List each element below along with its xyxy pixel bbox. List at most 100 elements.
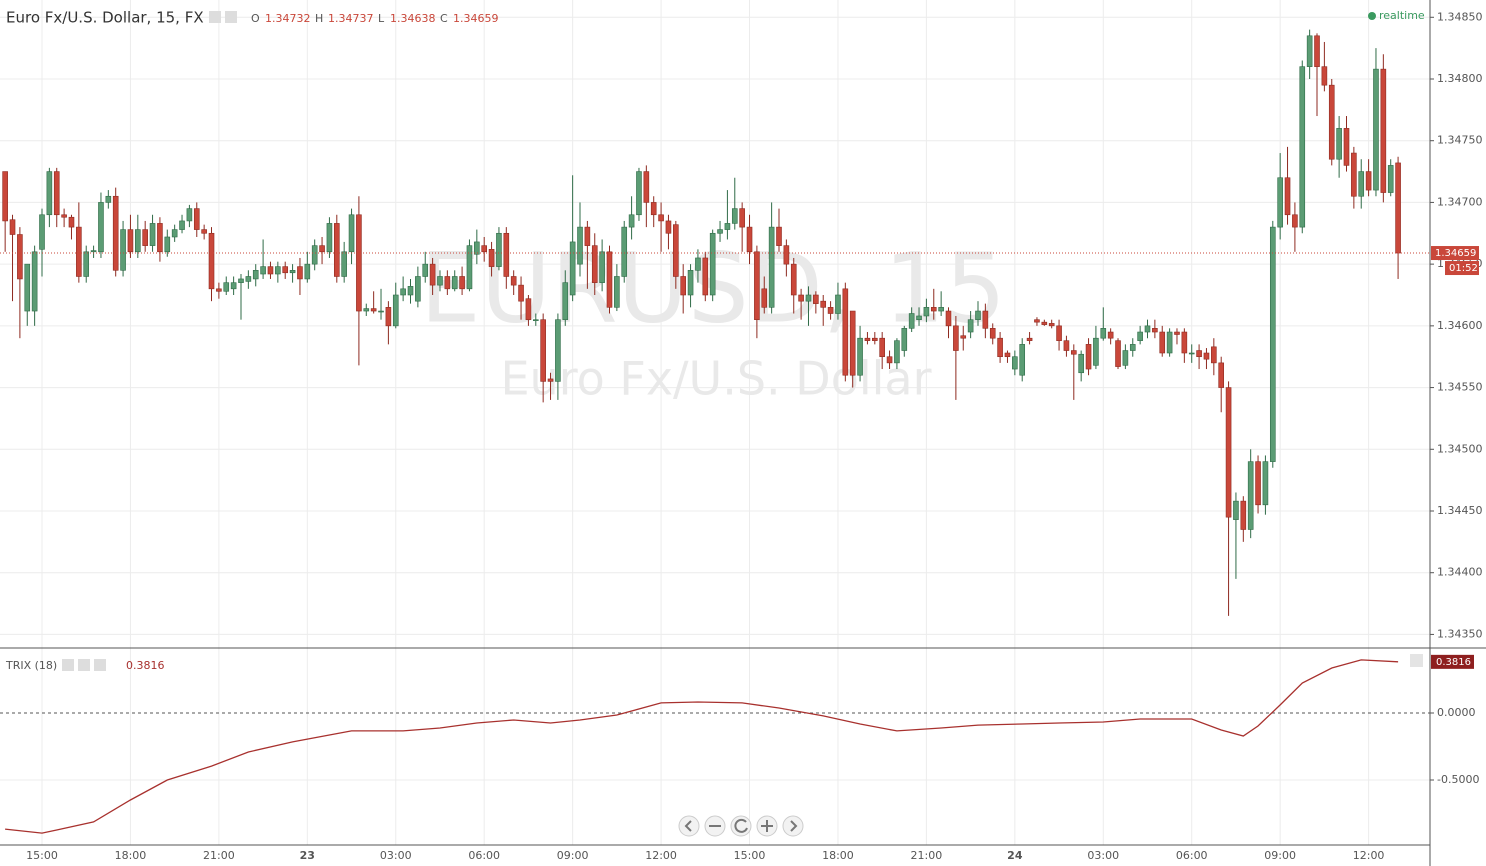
candle-body	[805, 294, 812, 302]
candle-body	[908, 313, 915, 329]
candle-body	[680, 276, 686, 296]
price-tag-label: 1.34659	[1435, 248, 1476, 259]
marks	[0, 29, 1430, 834]
indicator-value: 0.3816	[126, 659, 165, 672]
candle-body	[1203, 352, 1210, 360]
x-tick-label: 24	[1007, 849, 1023, 862]
candle-body	[1225, 387, 1232, 518]
maximize-icon[interactable]	[1410, 654, 1423, 667]
candle-body	[673, 224, 679, 277]
candle-body	[370, 308, 377, 312]
candle-body	[275, 266, 281, 275]
candle-body	[1262, 461, 1269, 506]
candle-body	[422, 263, 429, 277]
candle-body	[584, 226, 591, 246]
candle-body	[1041, 321, 1048, 325]
settings-icon[interactable]	[209, 11, 221, 23]
tags: 1.34659 01:52 0.3816	[1431, 246, 1479, 669]
candle-body	[1078, 353, 1084, 374]
candle-body	[216, 288, 222, 292]
candle-body	[385, 307, 392, 327]
status-dot	[1368, 12, 1376, 20]
candle-body	[1395, 162, 1401, 254]
candle-body	[665, 220, 672, 234]
candle-body	[9, 219, 16, 235]
candle-body	[1093, 337, 1099, 366]
hide-icon[interactable]	[225, 11, 237, 23]
candle-body	[83, 251, 90, 277]
x-tick-label: 15:00	[734, 849, 766, 862]
candle-body	[510, 276, 517, 286]
candle-body	[437, 276, 443, 286]
ohlc-label: C	[440, 12, 448, 25]
candle-body	[555, 319, 561, 382]
y-tick-label: 1.34450	[1437, 504, 1483, 517]
indicator-icon[interactable]	[62, 659, 74, 671]
candle-body	[252, 270, 259, 280]
candle-body	[827, 307, 834, 314]
indicator-close[interactable]	[94, 659, 106, 671]
y-tick-label: 1.34850	[1437, 10, 1483, 23]
candle-body	[304, 263, 311, 280]
candle-body	[960, 335, 967, 339]
candle-body	[407, 286, 414, 296]
candle-body	[894, 340, 900, 364]
y-tick-label: 1.34700	[1437, 195, 1483, 208]
candle-body	[525, 298, 532, 320]
candle-body	[311, 245, 318, 265]
y-tick-label: 0.0000	[1437, 706, 1476, 719]
y-tick-label: 1.34550	[1437, 381, 1483, 394]
x-tick-label: 12:00	[645, 849, 677, 862]
value-tag	[1431, 654, 1474, 669]
candle-body	[46, 171, 53, 216]
candle-body	[429, 263, 436, 286]
candle-body	[1034, 319, 1040, 323]
candle-body	[105, 195, 112, 203]
candle-body	[341, 251, 347, 277]
candle-body	[842, 288, 849, 376]
ohlc: O 1.34732 H 1.34737 L 1.34638 C 1.34659	[251, 12, 499, 25]
icon	[684, 820, 692, 832]
candle-body	[687, 270, 694, 296]
indicator-icon[interactable]	[78, 659, 90, 671]
candle-body	[363, 308, 370, 312]
ohlc-value: 1.34659	[453, 12, 499, 25]
candle-body	[1129, 344, 1136, 351]
candle-body	[621, 226, 628, 277]
candle-body	[864, 337, 871, 341]
y-tick-label: -0.5000	[1437, 773, 1479, 786]
candle-body	[149, 223, 156, 246]
candle-body	[98, 202, 104, 253]
candle-body	[746, 226, 753, 253]
candle-body	[1284, 177, 1291, 216]
candle-body	[208, 232, 215, 290]
y-tick-label: 1.34800	[1437, 72, 1483, 85]
y-tick-label: 1.34500	[1437, 442, 1483, 455]
scroll-left[interactable]	[678, 815, 700, 837]
candle-body	[1137, 331, 1143, 341]
candle-body	[1166, 331, 1173, 354]
x-tick-label: 21:00	[911, 849, 943, 862]
candle-body	[1240, 500, 1247, 530]
candle-body	[400, 288, 406, 296]
candle-body	[1100, 328, 1107, 339]
candle-body	[61, 214, 67, 218]
candle-body	[488, 249, 495, 267]
scroll-right[interactable]	[782, 815, 804, 837]
candle-body	[245, 276, 252, 282]
candle-body	[1056, 325, 1062, 341]
candle-body	[835, 294, 841, 314]
ohlc-label: L	[378, 12, 385, 25]
y-tick-label: 1.34400	[1437, 566, 1483, 579]
candle-body	[267, 266, 274, 275]
candle-body	[731, 208, 738, 224]
candle-body	[466, 245, 473, 290]
candle-body	[282, 266, 289, 274]
candle-body	[1358, 171, 1365, 197]
candle-body	[39, 214, 45, 250]
candle-body	[1218, 362, 1224, 388]
candle-body	[872, 337, 878, 341]
